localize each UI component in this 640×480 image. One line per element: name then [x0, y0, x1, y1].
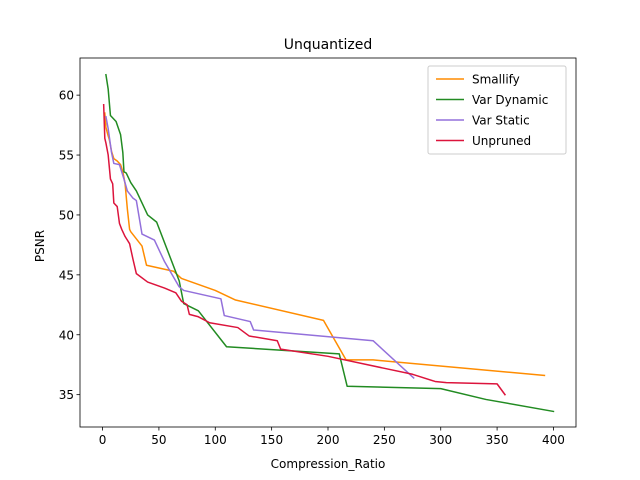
- series-line-unpruned: [102, 103, 507, 396]
- x-tick-label: 150: [260, 433, 283, 447]
- series-group: [102, 73, 555, 413]
- legend-box: [427, 65, 567, 155]
- legend-label-unpruned: Unpruned: [472, 134, 531, 148]
- x-tick-label: 0: [99, 433, 107, 447]
- y-tick-label: 55: [59, 149, 74, 163]
- series-line-var-dynamic: [105, 73, 555, 413]
- legend-label-smallify: Smallify: [472, 73, 520, 87]
- chart-title: Unquantized: [284, 37, 373, 53]
- legend-label-var-static: Var Static: [472, 114, 530, 128]
- y-tick-label: 40: [59, 328, 74, 342]
- x-tick-label: 100: [204, 433, 227, 447]
- x-tick-label: 300: [429, 433, 452, 447]
- y-tick-label: 45: [59, 268, 74, 282]
- y-tick-label: 50: [59, 208, 74, 222]
- plot-area: 0 50 100 150 200 250 300 350 400 35 40 45 50 55 60: [59, 57, 577, 447]
- series-line-var-static: [105, 115, 415, 379]
- y-axis-label: PSNR: [33, 230, 47, 262]
- x-tick-label: 400: [542, 433, 565, 447]
- x-tick-label: 350: [486, 433, 509, 447]
- x-tick-label: 200: [317, 433, 340, 447]
- y-tick-label: 35: [59, 388, 74, 402]
- x-axis-label: Compression_Ratio: [271, 457, 386, 471]
- x-tick-label: 250: [373, 433, 396, 447]
- x-tick-label: 50: [151, 433, 166, 447]
- y-tick-label: 60: [59, 89, 74, 103]
- legend-label-var-dynamic: Var Dynamic: [472, 93, 548, 107]
- legend: Smallify Var Dynamic Var Static Unpruned: [427, 65, 567, 155]
